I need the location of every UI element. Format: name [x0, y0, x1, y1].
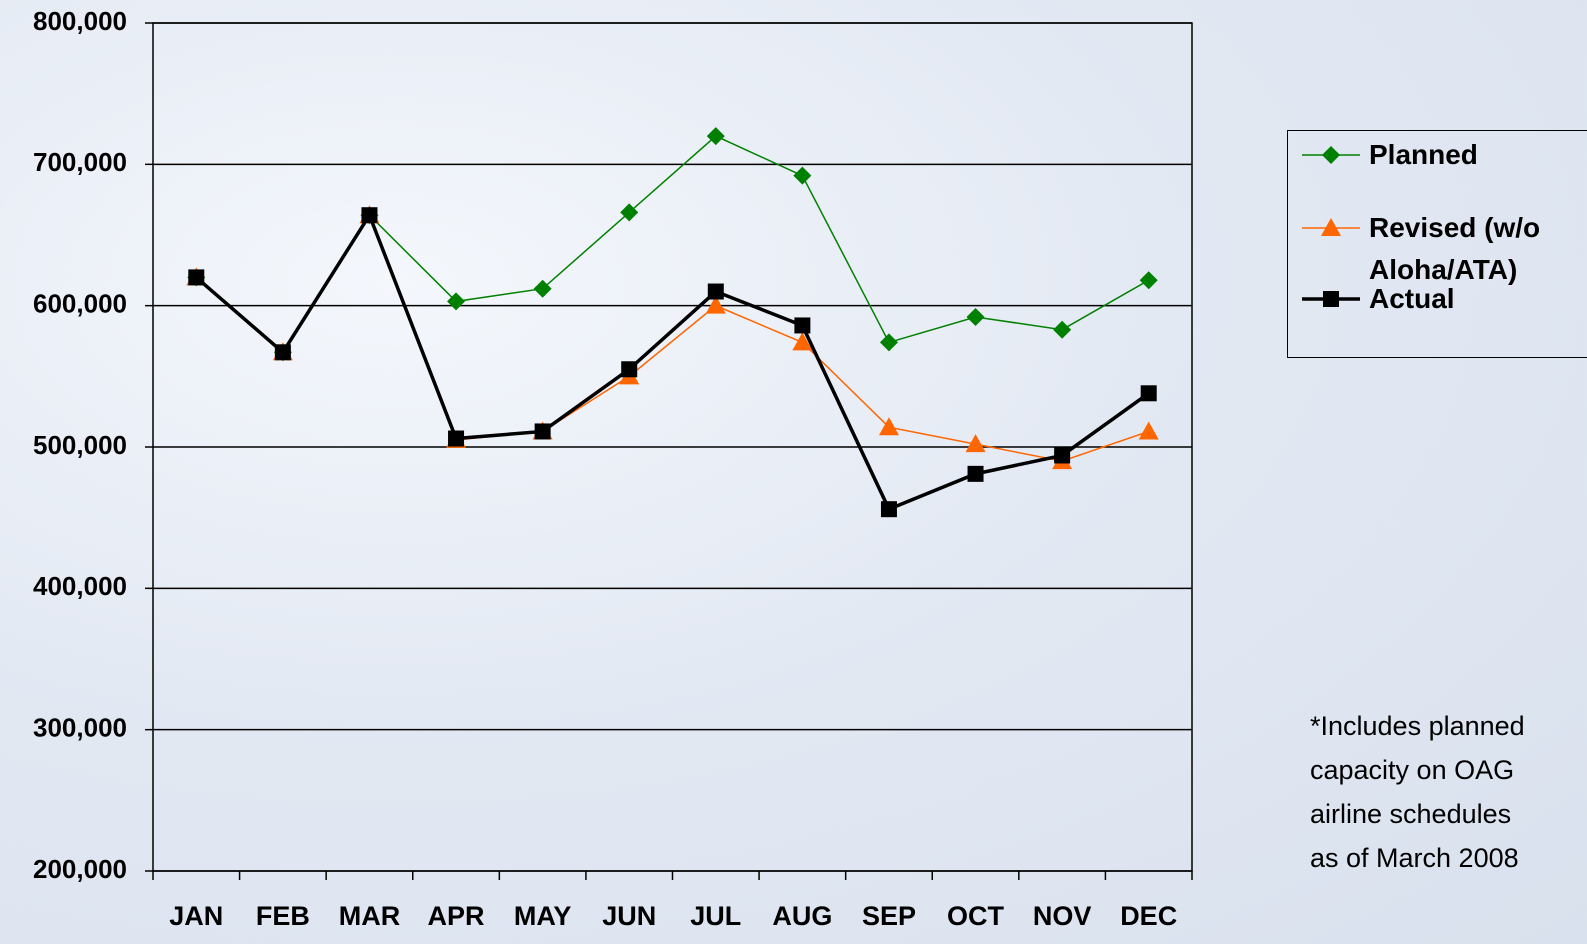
marker — [879, 333, 898, 352]
y-tick-label: 300,000 — [33, 713, 127, 743]
marker — [1053, 320, 1072, 339]
x-tick-label: JUN — [602, 901, 656, 931]
y-tick-label: 400,000 — [33, 571, 127, 601]
y-tick-label: 200,000 — [33, 854, 127, 884]
marker — [1140, 385, 1157, 402]
series-line — [195, 213, 1149, 462]
marker — [534, 423, 551, 440]
marker — [705, 295, 726, 314]
marker — [707, 283, 724, 300]
footnote-line: *Includes planned — [1310, 711, 1525, 741]
y-tick-label: 700,000 — [33, 147, 127, 177]
y-tick-label: 800,000 — [33, 6, 127, 36]
marker — [967, 465, 984, 482]
y-tick-label: 500,000 — [33, 430, 127, 460]
marker — [533, 279, 552, 298]
marker — [1323, 291, 1339, 307]
series-line — [195, 135, 1150, 354]
y-tick-label: 600,000 — [33, 289, 127, 319]
footnote-line: capacity on OAG — [1310, 755, 1515, 785]
marker — [966, 307, 985, 326]
x-tick-label: APR — [428, 901, 485, 931]
marker — [620, 203, 639, 222]
series-line — [195, 211, 1150, 512]
marker — [274, 344, 291, 361]
marker — [793, 166, 812, 185]
marker — [880, 501, 897, 518]
marker — [1054, 447, 1071, 464]
x-tick-label: JAN — [169, 901, 223, 931]
marker — [706, 127, 725, 146]
legend-label: Planned — [1369, 139, 1478, 170]
footnote-line: as of March 2008 — [1310, 843, 1519, 873]
footnote-line: airline schedules — [1310, 799, 1512, 829]
legend-symbols — [1302, 146, 1360, 307]
x-tick-label: AUG — [772, 901, 832, 931]
legend: Planned Revised (w/o Aloha/ATA) Actual — [1287, 130, 1587, 358]
marker — [794, 317, 811, 334]
marker — [1321, 218, 1341, 236]
marker — [1139, 271, 1158, 290]
legend-label: Revised (w/o Aloha/ATA) — [1369, 212, 1541, 285]
marker — [1322, 146, 1340, 164]
x-tick-label: OCT — [947, 901, 1005, 931]
marker — [792, 332, 813, 351]
x-tick-label: NOV — [1033, 901, 1092, 931]
x-tick-label: SEP — [862, 901, 916, 931]
marker — [448, 430, 465, 447]
marker — [621, 361, 638, 378]
x-tick-label: JUL — [690, 901, 741, 931]
marker — [878, 417, 899, 436]
x-tick-label: MAY — [514, 901, 572, 931]
x-tick-label: FEB — [256, 901, 310, 931]
x-tick-label: DEC — [1120, 901, 1177, 931]
marker — [447, 292, 466, 311]
marker — [188, 269, 205, 286]
x-tick-label: MAR — [339, 901, 401, 931]
marker — [965, 434, 986, 453]
marker — [361, 207, 378, 224]
marker — [1138, 421, 1159, 440]
legend-label: Actual — [1369, 283, 1455, 314]
